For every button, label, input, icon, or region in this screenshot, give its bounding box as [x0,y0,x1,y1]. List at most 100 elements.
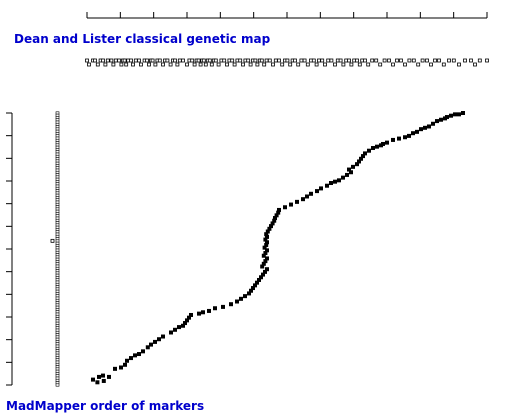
data-point [267,226,272,231]
x-rug-marker [262,62,267,67]
data-point [263,269,267,274]
data-point [185,318,189,323]
x-rug-marker [469,58,473,63]
x-rug-marker [288,62,293,67]
data-point [261,261,266,266]
x-rug-marker [457,62,461,67]
x-rug-marker [101,58,105,63]
x-rug-marker [293,58,297,63]
x-rug-marker [382,58,387,63]
x-rug-marker [429,62,433,67]
data-point [265,248,269,253]
data-point [359,156,363,161]
x-rug-marker [137,58,141,63]
x-rug-marker [363,58,367,63]
x-rug-marker [451,58,456,63]
x-rug-marker [329,58,334,63]
x-rug-marker [109,58,114,63]
data-point [261,253,266,258]
data-point [295,199,299,204]
data-point [247,291,251,296]
data-point [123,362,127,367]
data-point [333,179,337,184]
data-point [251,286,255,291]
data-point [207,308,211,313]
data-points [91,111,465,385]
data-point [253,283,257,288]
x-rug-marker [264,58,269,63]
data-point [107,374,111,379]
x-rug-marker [238,58,243,63]
data-point [277,207,281,212]
x-rug-marker [161,62,165,67]
x-rug-marker [192,62,197,67]
x-rug-marker [105,58,110,63]
x-rug-marker [370,58,375,63]
data-point [347,167,351,172]
data-point [276,210,281,215]
x-rug-marker [259,58,264,63]
x-rug-marker [113,58,118,63]
data-point [325,183,329,188]
data-point [305,194,309,199]
data-point [101,373,105,378]
x-rug-marker [299,58,304,63]
x-rug-marker [145,58,149,63]
x-rug-marker [139,62,143,67]
x-rug-marker [477,58,482,63]
x-rug-marker [122,58,127,63]
x-rug-marker [347,58,351,63]
x-rug-marker [463,58,467,63]
x-rug-marker [420,58,425,63]
x-rug-marker [357,62,362,67]
x-rug-marker [147,62,151,67]
x-rug-marker [323,62,327,67]
x-rug-marker [267,58,272,63]
x-rug-marker [87,62,91,67]
data-point [141,349,145,354]
data-point [255,280,259,285]
y-rug-outlier-marker [50,238,55,243]
x-rug-marker [103,62,108,67]
data-point [403,135,407,140]
x-rug-marker [230,58,235,63]
data-point [363,151,367,156]
x-rug-marker [85,58,89,63]
data-point [91,377,95,382]
data-point [329,181,333,186]
data-point [157,337,161,342]
data-point [457,112,461,117]
x-rug-marker [131,62,135,67]
data-point [427,124,431,129]
y-axis-label: MadMapper order of markers [6,399,204,413]
x-rug-marker [253,58,258,63]
x-rug-marker [225,62,229,67]
x-rug-marker [207,58,212,63]
data-point [137,352,141,357]
x-rug-marker [165,58,170,63]
x-rug-marker [198,62,203,67]
x-rug-marker [296,62,301,67]
x-rug-marker [403,62,407,67]
x-rug-marker [255,62,260,67]
x-rug-marker [216,62,221,67]
data-point [371,146,375,151]
data-point [349,170,353,175]
x-rug-marker [248,62,253,67]
x-rug-marker [399,58,403,63]
data-point [274,213,279,218]
x-rug-marker [485,58,489,63]
data-point [289,202,293,207]
data-point [133,353,137,358]
data-point [367,148,371,153]
data-point [357,159,361,164]
data-point [119,365,123,370]
data-point [213,306,217,311]
data-point [265,256,269,261]
data-point [101,378,106,383]
x-rug-marker [285,58,290,63]
data-point [239,296,243,301]
data-point [309,191,313,196]
